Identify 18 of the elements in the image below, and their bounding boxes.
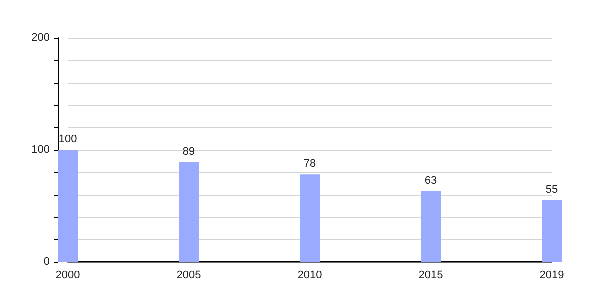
y-tick-label: 0 (44, 256, 50, 268)
data-label: 89 (182, 146, 196, 158)
x-tick-label: 2005 (176, 270, 202, 282)
bar (542, 200, 562, 262)
data-label: 100 (58, 134, 78, 146)
x-tick-label: 2015 (418, 270, 444, 282)
x-tick-label: 2010 (298, 270, 322, 282)
data-label: 78 (304, 158, 316, 170)
x-tick-label: 2019 (540, 270, 564, 282)
bar (179, 162, 199, 262)
y-tick-label: 100 (32, 144, 50, 156)
data-label: 55 (546, 184, 558, 196)
data-label: 63 (424, 174, 438, 187)
bar (421, 191, 441, 262)
bar (300, 174, 320, 262)
x-tick-label: 2000 (56, 270, 80, 282)
y-tick-label: 200 (32, 32, 50, 44)
bar (58, 150, 78, 262)
